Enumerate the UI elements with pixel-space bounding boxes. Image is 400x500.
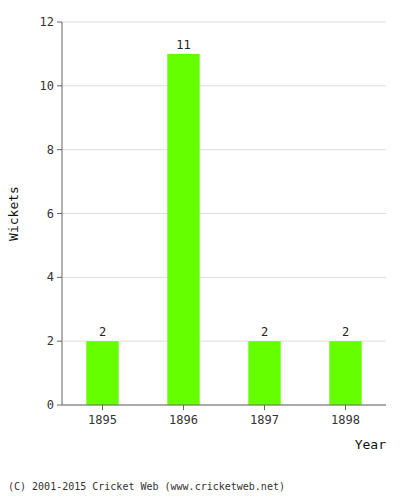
y-tick-label: 4 (47, 270, 54, 284)
x-tick-label: 1895 (88, 413, 117, 427)
y-tick (57, 213, 62, 214)
x-tick (183, 405, 184, 410)
y-tick-label: 2 (47, 334, 54, 348)
y-tick-label: 12 (40, 15, 54, 29)
chart: 2 11 2 2 0 2 4 6 8 10 12 1895 1896 1897 1898 Wickets Yea… (0, 0, 400, 500)
data-label: 2 (261, 325, 268, 339)
x-axis-line (62, 405, 386, 406)
y-tick-label: 8 (47, 143, 54, 157)
data-label: 2 (342, 325, 349, 339)
grid-line (62, 405, 386, 406)
grid-line (62, 85, 386, 86)
y-tick (57, 149, 62, 150)
bars (86, 54, 361, 405)
footer-annotation: (C) 2001-2015 Cricket Web (www.cricketwe… (8, 481, 285, 492)
x-tick (264, 405, 265, 410)
x-axis-label: Year (355, 437, 386, 452)
data-label: 11 (176, 38, 190, 52)
x-tick (102, 405, 103, 410)
bar (86, 341, 118, 405)
bar (248, 341, 280, 405)
grid-line (62, 22, 386, 23)
y-tick (57, 405, 62, 406)
x-tick-label: 1898 (331, 413, 360, 427)
y-tick-label: 0 (47, 398, 54, 412)
y-tick (57, 277, 62, 278)
chart-container: 2 11 2 2 0 2 4 6 8 10 12 1895 1896 1897 1898 Wickets Yea… (0, 0, 400, 500)
data-label: 2 (99, 325, 106, 339)
bar (329, 341, 361, 405)
x-tick-label: 1896 (169, 413, 198, 427)
grid-line (62, 149, 386, 150)
data-labels: 2 11 2 2 (99, 38, 349, 339)
y-tick (57, 85, 62, 86)
grid (62, 22, 386, 405)
grid-line (62, 213, 386, 214)
bar (167, 54, 199, 405)
y-tick (57, 22, 62, 23)
y-tick-label: 6 (47, 207, 54, 221)
y-tick (57, 341, 62, 342)
y-tick-label: 10 (40, 79, 54, 93)
x-tick-label: 1897 (250, 413, 279, 427)
y-axis-label: Wickets (6, 186, 21, 241)
grid-line (62, 277, 386, 278)
axes: 0 2 4 6 8 10 12 1895 1896 1897 1898 (40, 15, 386, 427)
x-tick (345, 405, 346, 410)
